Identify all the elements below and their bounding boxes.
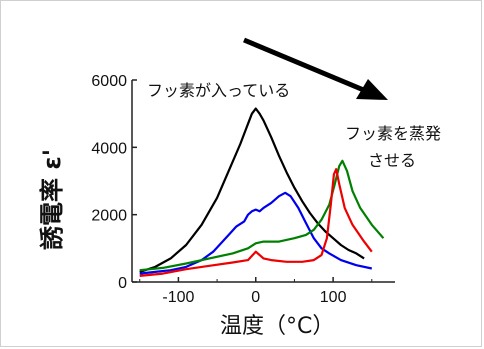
x-axis-label: 温度（°C）	[220, 314, 334, 339]
annotation-evaporate-line2: させる	[368, 151, 416, 170]
y-tick-label: 0	[118, 275, 127, 292]
x-tick-label: -100	[162, 289, 194, 306]
y-axis-label: 誘電率 ε'	[38, 149, 66, 250]
x-tick-label: 0	[251, 289, 260, 306]
annotation-with-fluorine: フッ素が入っている	[147, 81, 290, 100]
series-line-red	[139, 168, 373, 277]
trend-arrow	[243, 37, 388, 100]
series-line-blue	[139, 191, 373, 275]
series-line-green	[139, 159, 385, 272]
y-tick-label: 4000	[91, 140, 127, 157]
y-tick-label: 6000	[91, 73, 127, 90]
annotation-evaporate-line1: フッ素を蒸発	[345, 124, 441, 143]
series-line-black	[139, 107, 365, 273]
y-tick-label: 2000	[91, 208, 127, 225]
x-tick-label: 100	[320, 289, 347, 306]
